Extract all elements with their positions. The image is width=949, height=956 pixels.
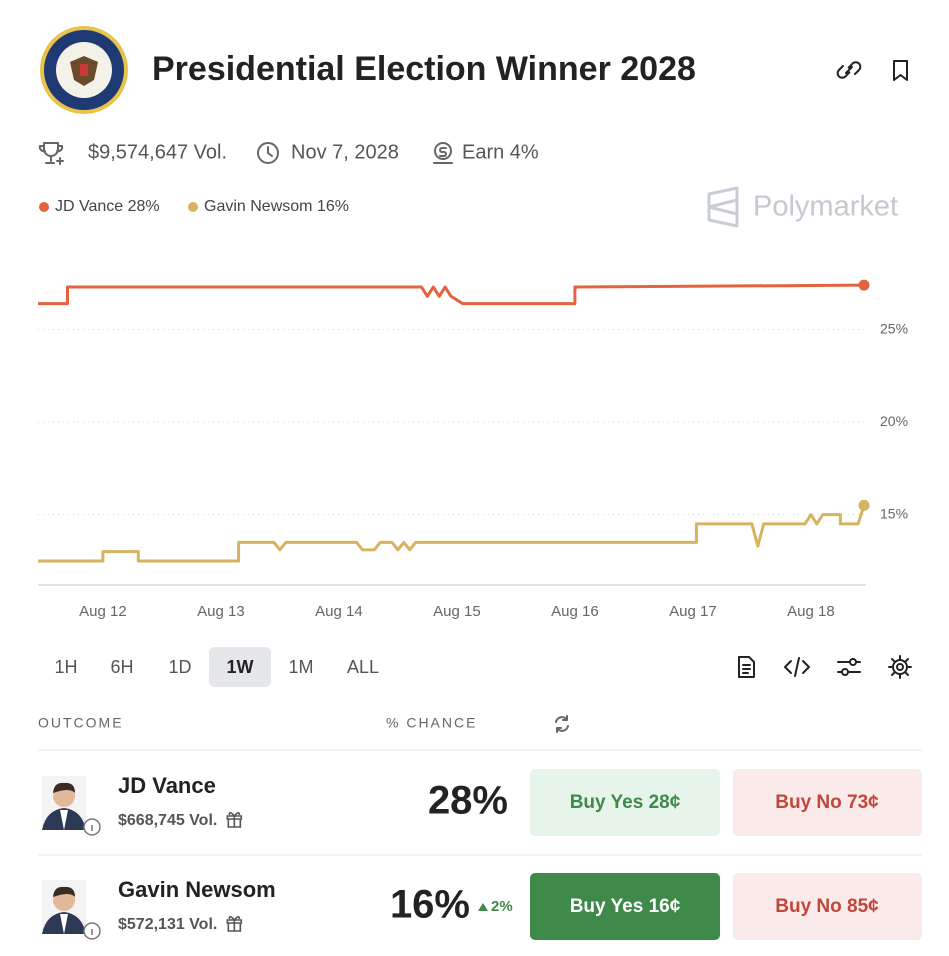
legend-dot bbox=[39, 202, 49, 212]
outcome-name: JD Vance bbox=[118, 773, 216, 798]
brand-logo bbox=[707, 186, 739, 228]
total-volume: $9,574,647 Vol. bbox=[88, 141, 227, 163]
series-line bbox=[38, 504, 866, 563]
trophy-icon bbox=[38, 142, 64, 165]
buy-no-label[interactable]: Buy No 85¢ bbox=[775, 896, 879, 917]
seal-icon bbox=[40, 26, 128, 114]
earn-icon bbox=[433, 142, 453, 164]
buy-yes-label[interactable]: Buy Yes 28¢ bbox=[570, 792, 681, 813]
page-title: Presidential Election Winner 2028 bbox=[152, 50, 696, 88]
series-line bbox=[38, 283, 865, 306]
outcome-change: 2% bbox=[491, 898, 513, 915]
avatar-shirt bbox=[60, 810, 68, 830]
y-tick-label: 20% bbox=[880, 413, 908, 429]
clock-icon bbox=[257, 142, 279, 164]
bookmark-button[interactable] bbox=[893, 60, 908, 81]
x-tick-label: Aug 12 bbox=[79, 603, 127, 620]
column-header: % CHANCE bbox=[386, 715, 477, 731]
x-tick-label: Aug 15 bbox=[433, 603, 481, 620]
outcome-volume: $668,745 Vol. bbox=[118, 812, 217, 829]
outcome-volume: $572,131 Vol. bbox=[118, 916, 217, 933]
column-header: OUTCOME bbox=[38, 715, 124, 731]
gift-icon bbox=[226, 915, 243, 932]
avatar-hair bbox=[53, 782, 75, 793]
earn-rate: Earn 4% bbox=[462, 141, 539, 163]
x-tick-label: Aug 18 bbox=[787, 603, 835, 620]
avatar bbox=[42, 880, 101, 940]
x-tick-label: Aug 17 bbox=[669, 603, 717, 620]
outcome-chance: 28% bbox=[428, 779, 508, 823]
series-end-dot bbox=[858, 499, 870, 511]
range-button[interactable]: 6H bbox=[110, 657, 133, 677]
gift-icon bbox=[226, 811, 243, 828]
legend-label: Gavin Newsom 16% bbox=[204, 198, 349, 215]
rules-button[interactable] bbox=[738, 656, 755, 678]
settings-button[interactable] bbox=[888, 655, 912, 679]
series-end-dot bbox=[858, 279, 870, 291]
buy-yes-label[interactable]: Buy Yes 16¢ bbox=[570, 896, 681, 917]
buy-yes-button[interactable] bbox=[530, 873, 720, 940]
outcome-name: Gavin Newsom bbox=[118, 877, 276, 902]
avatar-shirt bbox=[60, 914, 68, 934]
outcome-table: JD Vance $668,745 Vol. 28% Buy Yes 28¢ Buy N… bbox=[42, 769, 922, 940]
x-tick-label: Aug 14 bbox=[315, 603, 363, 620]
range-button[interactable]: 1W bbox=[227, 657, 254, 677]
end-date: Nov 7, 2028 bbox=[291, 141, 399, 163]
range-button[interactable]: 1M bbox=[288, 657, 313, 677]
legend-label: JD Vance 28% bbox=[55, 198, 160, 215]
y-tick-label: 15% bbox=[880, 505, 908, 521]
price-chart: 25% 20% 15% Aug 12 Aug 13 Aug 14 Aug 15 Aug 16 A… bbox=[38, 198, 908, 620]
x-tick-label: Aug 13 bbox=[197, 603, 245, 620]
x-tick-label: Aug 16 bbox=[551, 603, 599, 620]
link-button[interactable] bbox=[836, 61, 862, 79]
filters-button[interactable] bbox=[837, 658, 861, 676]
outcome-chance: 16% bbox=[390, 883, 470, 927]
embed-button[interactable] bbox=[784, 657, 810, 677]
buy-no-button[interactable] bbox=[733, 873, 922, 940]
change-arrow bbox=[478, 903, 488, 911]
buy-no-label[interactable]: Buy No 73¢ bbox=[775, 792, 879, 813]
range-button-bg[interactable] bbox=[209, 647, 271, 687]
range-button[interactable]: 1H bbox=[54, 657, 77, 677]
avatar bbox=[42, 776, 101, 836]
refresh-icon[interactable] bbox=[555, 715, 569, 733]
buy-yes-button[interactable] bbox=[530, 769, 720, 836]
y-tick-label: 25% bbox=[880, 320, 908, 336]
buy-no-button[interactable] bbox=[733, 769, 922, 836]
range-button[interactable]: 1D bbox=[168, 657, 191, 677]
avatar-hair bbox=[53, 886, 75, 897]
range-button[interactable]: ALL bbox=[347, 657, 379, 677]
legend-dot bbox=[188, 202, 198, 212]
brand-name: Polymarket bbox=[753, 191, 898, 223]
